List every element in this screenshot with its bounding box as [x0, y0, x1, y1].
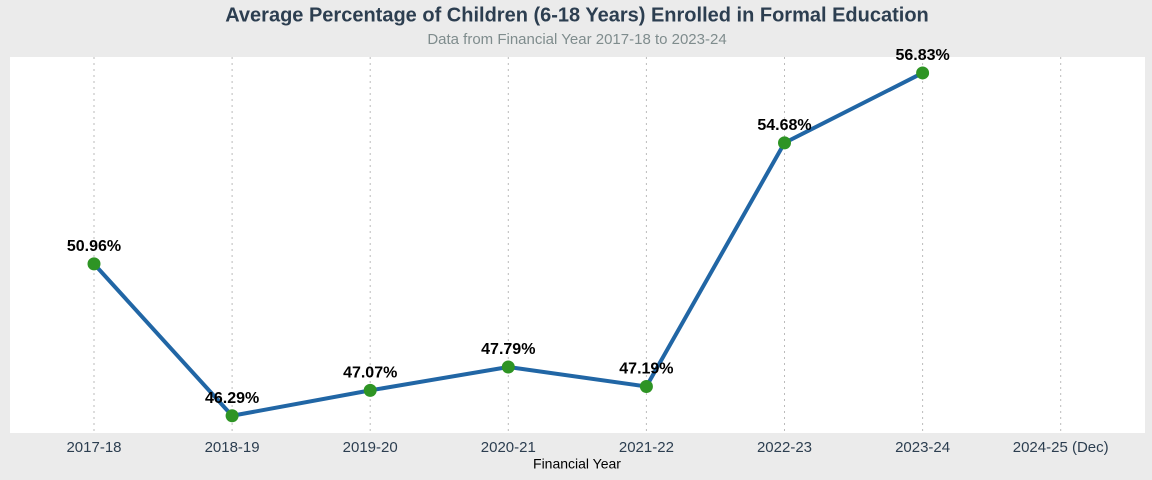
value-label: 47.19% — [619, 361, 673, 378]
data-point — [778, 136, 791, 150]
data-point — [363, 383, 377, 397]
chart-subtitle: Data from Financial Year 2017-18 to 2023… — [427, 31, 726, 48]
x-tick-label: 2018-19 — [205, 439, 260, 456]
x-axis-title: Financial Year — [533, 456, 621, 472]
data-point — [501, 360, 515, 374]
value-label: 47.79% — [481, 341, 535, 358]
value-label: 50.96% — [67, 238, 121, 255]
value-label: 47.07% — [343, 365, 397, 382]
data-point — [916, 66, 930, 80]
chart-title: Average Percentage of Children (6-18 Yea… — [225, 4, 929, 26]
x-tick-label: 2022-23 — [757, 439, 812, 456]
data-point — [639, 379, 653, 393]
x-tick-label: 2021-22 — [619, 439, 674, 456]
x-tick-label: 2024-25 (Dec) — [1013, 439, 1109, 456]
value-label: 54.68% — [757, 117, 811, 134]
x-tick-label: 2023-24 — [895, 439, 950, 456]
x-tick-label: 2019-20 — [343, 439, 398, 456]
value-label: 46.29% — [205, 390, 259, 407]
plot-panel — [10, 57, 1145, 433]
data-point — [225, 409, 239, 423]
x-tick-label: 2020-21 — [481, 439, 536, 456]
data-point — [87, 257, 101, 271]
x-tick-label: 2017-18 — [66, 439, 121, 456]
value-label: 56.83% — [895, 47, 949, 64]
